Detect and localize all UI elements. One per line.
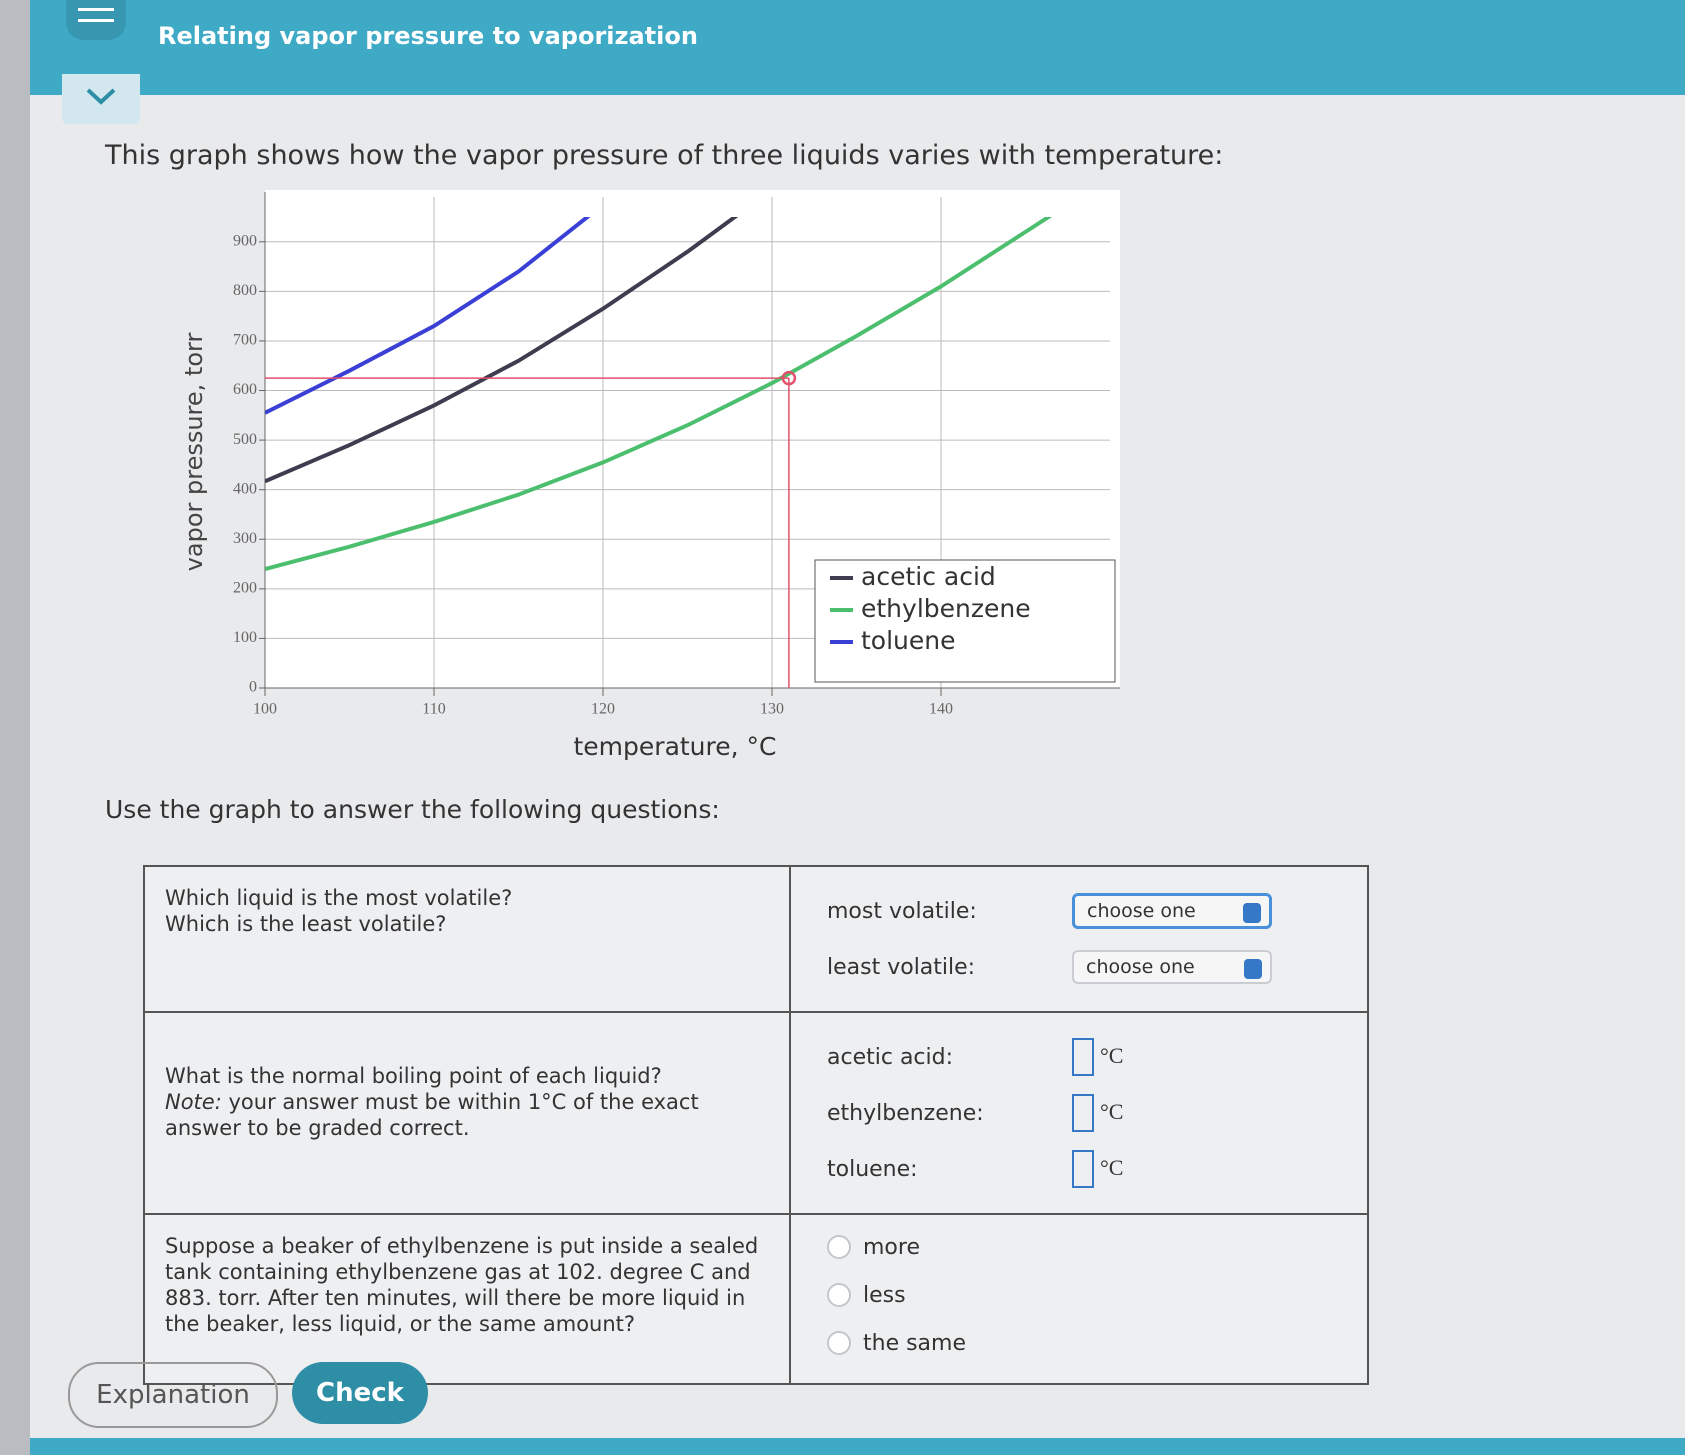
bottom-bar	[30, 1438, 1685, 1455]
note: your answer must be within 1°C of the ex…	[165, 1090, 699, 1140]
legend-label: acetic acid	[861, 562, 996, 591]
x-tick-label: 110	[422, 701, 445, 718]
x-tick-label: 100	[253, 701, 277, 718]
dropdown-text: choose one	[1086, 956, 1195, 978]
answer-label: least volatile:	[827, 954, 976, 980]
y-tick-label: 0	[249, 679, 257, 696]
chevron-icon	[86, 88, 116, 105]
question: Which liquid is the most volatile? Which…	[145, 867, 791, 1011]
row: What is the normal boiling point of each…	[145, 1011, 1367, 1213]
top-bar	[30, 0, 1685, 95]
question: Suppose a beaker of ethylbenzene is put …	[145, 1215, 791, 1383]
question-line: Which liquid is the most volatile?	[165, 886, 513, 910]
crosshair-point	[781, 370, 797, 386]
y-tick-label: 800	[233, 282, 257, 299]
dropdown-text: choose one	[1087, 900, 1196, 922]
y-tick-label: 300	[233, 530, 257, 547]
input-box[interactable]	[1072, 1094, 1094, 1132]
series-line	[265, 217, 1053, 571]
question: What is the normal boiling point of each…	[145, 1013, 791, 1213]
intro-text: This graph shows how the vapor pressure …	[105, 140, 1224, 171]
instruction: Use the graph to answer the following qu…	[105, 795, 720, 824]
row: Suppose a beaker of ethylbenzene is put …	[145, 1213, 1367, 1383]
sidebar	[0, 0, 30, 1455]
unit: °C	[1100, 1043, 1124, 1068]
y-tick-label: 500	[233, 431, 257, 448]
question-table: Which liquid is the most volatile? Which…	[143, 865, 1369, 1385]
legend-box	[814, 559, 1116, 683]
y-tick-label: 200	[233, 580, 257, 597]
answer-label: most volatile:	[827, 898, 977, 924]
y-tick-label: 100	[233, 629, 257, 646]
answers: acetic acid: °C ethylbenzene: °C toluene: °…	[791, 1013, 1367, 1213]
y-tick-label: 700	[233, 332, 257, 349]
option-label: the same	[863, 1330, 967, 1356]
y-tick-label: 400	[233, 480, 257, 497]
row: Which liquid is the most volatile? Which…	[145, 867, 1367, 1011]
unit: °C	[1100, 1155, 1124, 1180]
input-box[interactable]	[1072, 1150, 1094, 1188]
dropdown[interactable]: choose one	[1072, 893, 1272, 929]
y-tick-label: 600	[233, 381, 257, 398]
plot	[265, 217, 1053, 571]
question-line: What is the normal boiling point of each…	[165, 1064, 662, 1088]
check-button[interactable]: Check	[292, 1362, 428, 1424]
answer-label: toluene:	[827, 1156, 918, 1182]
answer-label: ethylbenzene:	[827, 1100, 984, 1126]
y-axis-label: vapor pressure, torr	[180, 333, 208, 572]
series-line	[265, 217, 739, 484]
collapse-button[interactable]	[62, 74, 140, 124]
option-label: less	[863, 1282, 906, 1308]
menu-button[interactable]	[66, 0, 126, 40]
explanation-button[interactable]: Explanation	[68, 1362, 278, 1428]
option-label: more	[863, 1234, 920, 1260]
radio-option[interactable]: more	[827, 1223, 1331, 1271]
question-line: Which is the least volatile?	[165, 912, 447, 936]
answer-label: acetic acid:	[827, 1044, 954, 1070]
answers: more less the same	[791, 1215, 1367, 1383]
series-line	[265, 217, 591, 415]
radio-option[interactable]: the same	[827, 1319, 1331, 1367]
x-tick-label: 140	[929, 701, 953, 718]
x-axis-label: temperature, °C	[574, 732, 777, 760]
input-box[interactable]	[1072, 1038, 1094, 1076]
unit: °C	[1100, 1099, 1124, 1124]
x-tick-label: 130	[760, 701, 784, 718]
question-line: Suppose a beaker of ethylbenzene is put …	[165, 1234, 759, 1336]
radio-option[interactable]: less	[827, 1271, 1331, 1319]
legend-label: ethylbenzene	[861, 594, 1031, 623]
legend-label: toluene	[861, 626, 956, 655]
y-tick-label: 900	[233, 232, 257, 249]
dropdown[interactable]: choose one	[1072, 950, 1272, 984]
answers: most volatile: choose one least volatile:…	[791, 867, 1367, 1011]
x-tick-label: 120	[591, 701, 615, 718]
chart: vapor pressure, torr temperature, °C 0 10…	[180, 190, 1120, 760]
note-label: Note:	[165, 1090, 222, 1114]
page-title: Relating vapor pressure to vaporization	[158, 22, 698, 50]
